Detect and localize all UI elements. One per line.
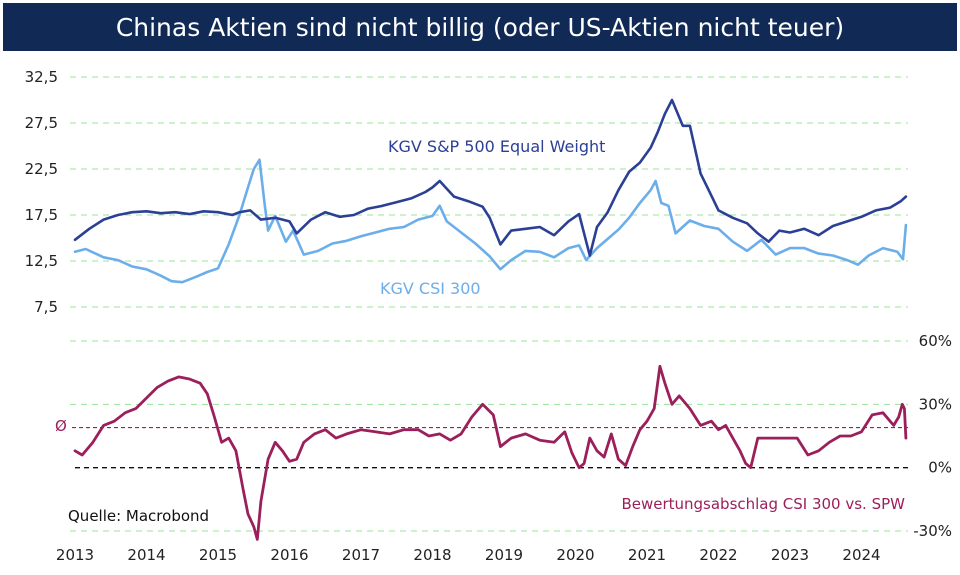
bottom-y-tick-label: 60% [919,332,952,350]
mean-label: Ø [55,417,67,435]
x-tick-label: 2021 [628,546,666,564]
x-tick-label: 2023 [771,546,809,564]
top-panel-grid [70,76,908,308]
x-tick-label: 2017 [342,546,380,564]
source-label: Quelle: Macrobond [68,507,209,525]
spx-equal-weight-pe-line [73,98,908,257]
spx-series-label: KGV S&P 500 Equal Weight [388,137,605,156]
valuation-discount-line [73,364,908,541]
top-y-tick-label: 7,5 [34,298,58,316]
x-tick-label: 2022 [699,546,737,564]
bottom-y-tick-label: 30% [919,395,952,413]
top-y-tick-label: 27,5 [25,114,58,132]
title-bar: Chinas Aktien sind nicht billig (oder US… [3,3,957,51]
top-y-tick-label: 22,5 [25,160,58,178]
bottom-y-tick-label: -30% [913,522,952,540]
chart-title: Chinas Aktien sind nicht billig (oder US… [115,12,845,42]
x-tick-label: 2016 [270,546,308,564]
x-tick-label: 2018 [413,546,451,564]
x-tick-label: 2020 [556,546,594,564]
discount-series-label: Bewertungsabschlag CSI 300 vs. SPW [621,495,905,513]
csi300-pe-line [73,158,908,284]
x-tick-label: 2015 [199,546,237,564]
bottom-y-tick-label: 0% [928,459,952,477]
bottom-panel-grid [70,340,908,532]
top-y-tick-label: 32,5 [25,68,58,86]
axis-labels: 32,5 27,5 22,5 17,5 12,5 7,5 60% 30% 0% -30% 2013 2… [25,68,952,564]
top-y-tick-label: 17,5 [25,206,58,224]
top-y-tick-label: 12,5 [25,252,58,270]
series-lines [73,98,908,541]
csi-series-label: KGV CSI 300 [380,279,481,298]
x-tick-label: 2019 [485,546,523,564]
x-tick-label: 2024 [842,546,880,564]
x-tick-label: 2013 [56,546,94,564]
x-tick-label: 2014 [127,546,165,564]
